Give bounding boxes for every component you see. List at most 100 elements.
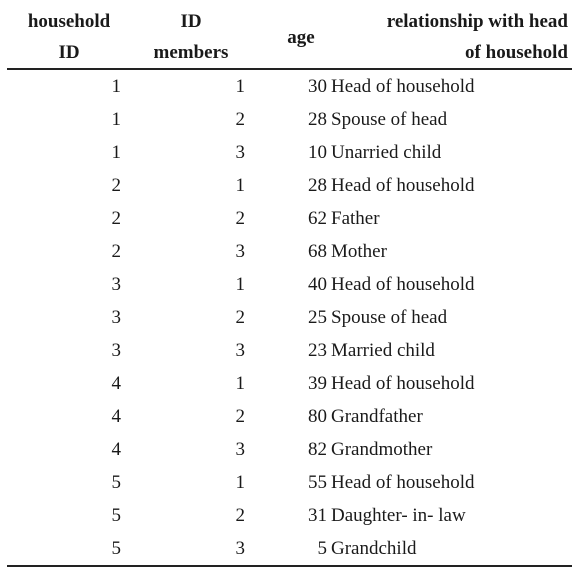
cell-relationship: Spouse of head: [331, 306, 448, 328]
table-row: 3 3 23 Married child: [7, 334, 572, 367]
cell-age-relationship: 68 Mother: [308, 235, 572, 268]
cell-relationship: Grandfather: [331, 405, 423, 427]
cell-member-id: 3: [235, 141, 246, 163]
header-relationship-line2: of household: [465, 42, 568, 63]
table-row: 4 2 80 Grandfather: [7, 400, 572, 433]
cell-age: 55: [308, 471, 327, 493]
cell-age-relationship: 31 Daughter- in- law: [308, 499, 572, 532]
table-row: 5 2 31 Daughter- in- law: [7, 499, 572, 532]
table-row: 1 2 28 Spouse of head: [7, 103, 572, 136]
table-row: 2 1 28 Head of household: [7, 169, 572, 202]
cell-age-relationship: 23 Married child: [308, 334, 572, 367]
cell-age-spacer: [251, 532, 331, 567]
cell-age: 39: [308, 372, 327, 394]
cell-member-id: 2: [235, 207, 246, 229]
cell-age: 30: [308, 75, 327, 97]
cell-household-id: 5: [111, 471, 122, 493]
header-relationship: relationship with head of household: [331, 6, 572, 70]
header-household-id-line2: ID: [58, 42, 80, 63]
cell-household-id: 2: [111, 207, 122, 229]
cell-household-id: 3: [111, 273, 122, 295]
cell-member-id: 2: [235, 306, 246, 328]
cell-relationship: Head of household: [331, 75, 475, 97]
cell-age-relationship: 25 Spouse of head: [308, 301, 572, 334]
cell-age-relationship: 62 Father: [308, 202, 572, 235]
header-id-members-line1: ID: [180, 11, 202, 32]
header-id-members-line2: members: [153, 42, 229, 63]
cell-member-id: 2: [235, 405, 246, 427]
cell-member-id: 3: [131, 532, 251, 567]
cell-relationship: Unarried child: [331, 141, 442, 163]
cell-age-relationship: 28 Spouse of head: [308, 103, 572, 136]
cell-relationship: Grandchild: [331, 537, 417, 559]
table-row: 4 1 39 Head of household: [7, 367, 572, 400]
table-row: 3 1 40 Head of household: [7, 268, 572, 301]
cell-household-id: 1: [111, 108, 122, 130]
cell-member-id: 2: [235, 108, 246, 130]
cell-member-id: 1: [235, 273, 246, 295]
cell-age: 28: [308, 174, 327, 196]
cell-age: 23: [308, 339, 327, 361]
cell-age: 28: [308, 108, 327, 130]
cell-age: 10: [308, 141, 327, 163]
cell-age-relationship: 40 Head of household: [308, 268, 572, 301]
cell-age-relationship: 30 Head of household: [308, 69, 572, 103]
cell-relationship: Mother: [331, 240, 387, 262]
cell-age: 80: [308, 405, 327, 427]
cell-household-id: 3: [111, 339, 122, 361]
cell-household-id: 5: [111, 504, 122, 526]
table-row: 5 3 5 Grandchild: [7, 532, 572, 567]
cell-member-id: 1: [235, 372, 246, 394]
cell-relationship: Daughter- in- law: [331, 504, 466, 526]
cell-relationship: Head of household: [331, 471, 475, 493]
cell-relationship: Head of household: [331, 273, 475, 295]
cell-age-relationship: 80 Grandfather: [308, 400, 572, 433]
cell-age: 82: [308, 438, 327, 460]
cell-age: 25: [308, 306, 327, 328]
cell-age-relationship: 5 Grandchild: [318, 532, 572, 567]
cell-relationship: Married child: [331, 339, 435, 361]
table-row: 1 3 10 Unarried child: [7, 136, 572, 169]
cell-member-id: 3: [235, 438, 246, 460]
header-relationship-line1: relationship with head: [386, 11, 568, 32]
cell-relationship: Head of household: [331, 372, 475, 394]
cell-member-id: 1: [235, 471, 246, 493]
cell-household-id: 4: [111, 405, 122, 427]
table-row: 2 3 68 Mother: [7, 235, 572, 268]
cell-age: 62: [308, 207, 327, 229]
header-row: household ID ID members age relationship…: [7, 6, 572, 70]
table-row: 1 1 30 Head of household: [7, 69, 572, 103]
cell-household-id: 5: [7, 532, 131, 567]
cell-age-relationship: 10 Unarried child: [308, 136, 572, 169]
header-household-id-line1: household: [27, 11, 111, 32]
cell-relationship: Grandmother: [331, 438, 433, 460]
cell-household-id: 4: [111, 438, 122, 460]
table-body: 1 1 30 Head of household 1 2 28 Spouse of head 1…: [7, 69, 572, 567]
cell-age: 5: [317, 537, 328, 559]
table-header: household ID ID members age relationship…: [7, 6, 572, 70]
cell-member-id: 1: [235, 174, 246, 196]
cell-age: 68: [308, 240, 327, 262]
table-row: 4 3 82 Grandmother: [7, 433, 572, 466]
cell-age: 31: [308, 504, 327, 526]
cell-age-relationship: 55 Head of household: [308, 466, 572, 499]
cell-member-id: 2: [235, 504, 246, 526]
cell-age: 40: [308, 273, 327, 295]
cell-member-id: 3: [235, 240, 246, 262]
cell-age-relationship: 28 Head of household: [308, 169, 572, 202]
cell-household-id: 3: [111, 306, 122, 328]
header-age: age: [251, 6, 331, 70]
cell-relationship: Spouse of head: [331, 108, 448, 130]
cell-relationship: Head of household: [331, 174, 475, 196]
cell-household-id: 2: [111, 240, 122, 262]
cell-member-id: 3: [235, 339, 246, 361]
cell-age-relationship: 39 Head of household: [308, 367, 572, 400]
table-row: 3 2 25 Spouse of head: [7, 301, 572, 334]
header-id-members: ID members: [131, 6, 251, 70]
cell-relationship: Father: [331, 207, 380, 229]
cell-household-id: 4: [111, 372, 122, 394]
header-household-id: household ID: [7, 6, 131, 70]
household-members-table: household ID ID members age relationship…: [7, 6, 572, 567]
cell-household-id: 1: [111, 141, 122, 163]
